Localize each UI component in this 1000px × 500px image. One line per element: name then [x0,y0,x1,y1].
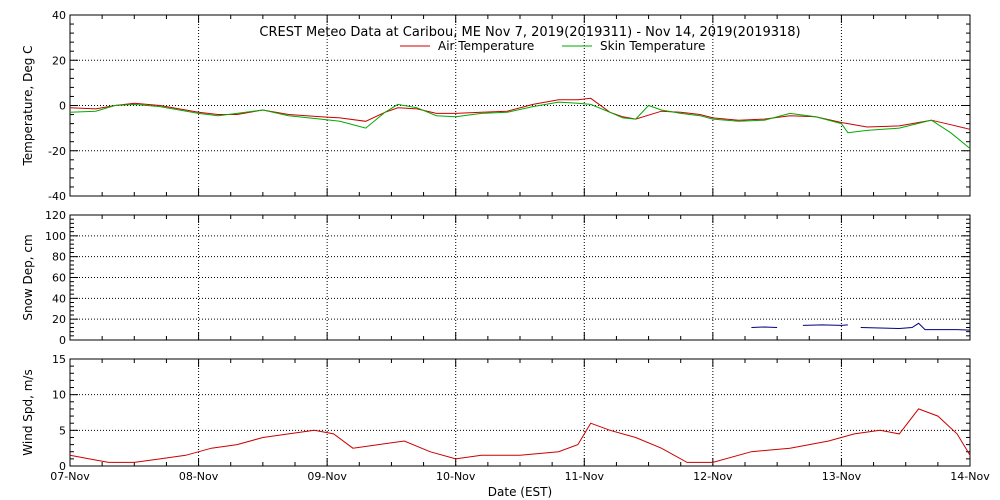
x-axis-label: Date (EST) [488,485,552,499]
y-axis-label: Temperature, Deg C [21,45,35,166]
x-tick-label: 14-Nov [950,470,990,483]
y-tick-label: 5 [59,424,66,437]
y-tick-label: 40 [52,292,66,305]
y-tick-label: 0 [59,460,66,473]
chart-title: CREST Meteo Data at Caribou, ME Nov 7, 2… [259,25,800,40]
y-axis-label: Wind Spd, m/s [21,369,35,455]
y-tick-label: 0 [59,334,66,347]
x-tick-label: 07-Nov [50,470,90,483]
y-tick-label: 10 [52,389,66,402]
y-tick-label: 40 [52,9,66,22]
y-tick-label: -20 [48,145,66,158]
snow-depth-series-line [751,326,778,328]
y-tick-label: 0 [59,100,66,113]
snow-depth-series-line [802,324,848,326]
x-tick-label: 09-Nov [307,470,347,483]
wind-speed-series-line [69,408,971,463]
y-tick-label: 60 [52,272,66,285]
y-tick-label: 20 [52,313,66,326]
x-tick-label: 13-Nov [822,470,862,483]
legend-label: Air Temperature [438,39,534,53]
x-tick-label: 10-Nov [436,470,476,483]
x-tick-label: 11-Nov [565,470,605,483]
snow-depth-series-line [860,322,971,331]
y-tick-label: 20 [52,54,66,67]
y-tick-label: 120 [45,209,66,222]
x-tick-label: 08-Nov [179,470,219,483]
y-axis-label: Snow Dep, cm [21,234,35,320]
y-tick-label: 100 [45,230,66,243]
legend-label: Skin Temperature [600,39,705,53]
x-tick-label: 12-Nov [693,470,733,483]
skin-temperature-series-line [69,101,971,149]
y-tick-label: 80 [52,251,66,264]
y-tick-label: -40 [48,190,66,203]
y-tick-label: 15 [52,353,66,366]
